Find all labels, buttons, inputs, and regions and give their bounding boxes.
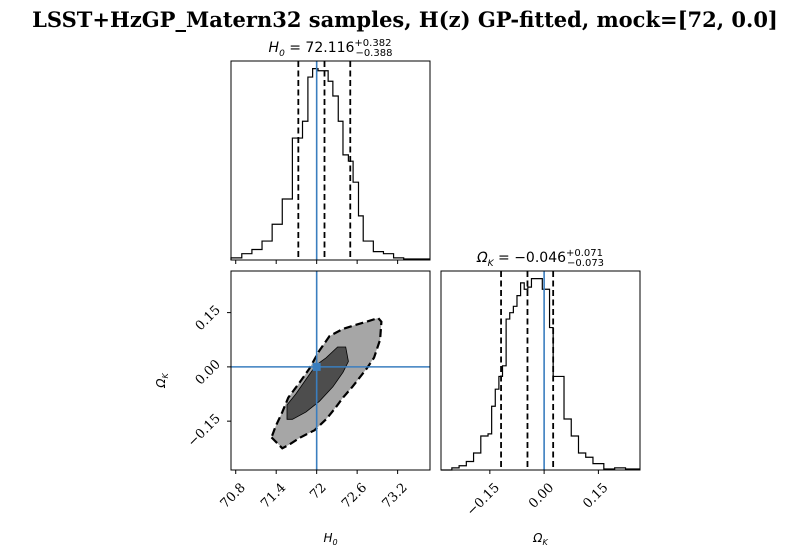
title-plus: +0.071 (566, 248, 603, 259)
title-subscript: K (488, 259, 495, 269)
x-axis-symbol: Ω (532, 531, 543, 545)
x-axis-subscript: K (542, 538, 548, 547)
y-axis-label: ΩK (154, 373, 170, 389)
panel-frame (230, 270, 431, 471)
x-axis-symbol: H (323, 531, 332, 545)
x-tick-label: 71.4 (258, 480, 289, 511)
panel-frame (230, 60, 431, 261)
x-tick-label: 73.2 (380, 480, 411, 511)
y-axis-symbol: Ω (154, 378, 168, 389)
x-axis-subscript: 0 (332, 538, 337, 547)
y-tick-label: −0.15 (185, 411, 224, 450)
y-tick-label: 0.15 (193, 303, 224, 334)
panel-title: H0 = 72.116+0.382 −0.388 (269, 38, 393, 59)
x-tick-label: 72 (307, 480, 329, 502)
x-tick-label: 70.8 (218, 480, 249, 511)
title-symbol: Ω (476, 250, 488, 266)
figure-title: LSST+HzGP_Matern32 samples, H(z) GP-fitt… (32, 7, 778, 32)
x-tick-label: −0.15 (464, 480, 503, 519)
title-subscript: 0 (279, 49, 285, 59)
outer-contour-line (270, 316, 383, 450)
x-axis-label: H0 (323, 531, 337, 547)
histogram-steps (230, 68, 430, 260)
x-tick-label: 0.15 (580, 480, 611, 511)
x-axis-label: ΩK (532, 531, 548, 547)
title-value: = 72.116 (285, 40, 355, 56)
inner-contour (286, 346, 349, 420)
joint-contour-panel: 70.8 71.4 72 72.6 73.2 −0.15 0.00 0.15 H0 ΩK (154, 270, 431, 547)
marginal-h0-panel: H0 = 72.116+0.382 −0.388 (230, 38, 431, 264)
x-tick-label: 72.6 (339, 480, 370, 511)
histogram-steps (441, 278, 640, 471)
title-plus: +0.382 (354, 38, 391, 49)
panel-frame (440, 270, 641, 471)
title-value: = −0.046 (494, 250, 567, 266)
title-minus: −0.388 (355, 48, 392, 59)
x-tick-label: 0.00 (526, 480, 557, 511)
panel-title: ΩK = −0.046+0.071 −0.073 (476, 248, 604, 269)
title-symbol: H (269, 40, 280, 56)
y-tick-label: 0.00 (193, 357, 224, 388)
title-minus: −0.073 (567, 258, 604, 269)
truth-marker (312, 362, 321, 371)
y-axis-subscript: K (161, 373, 170, 379)
